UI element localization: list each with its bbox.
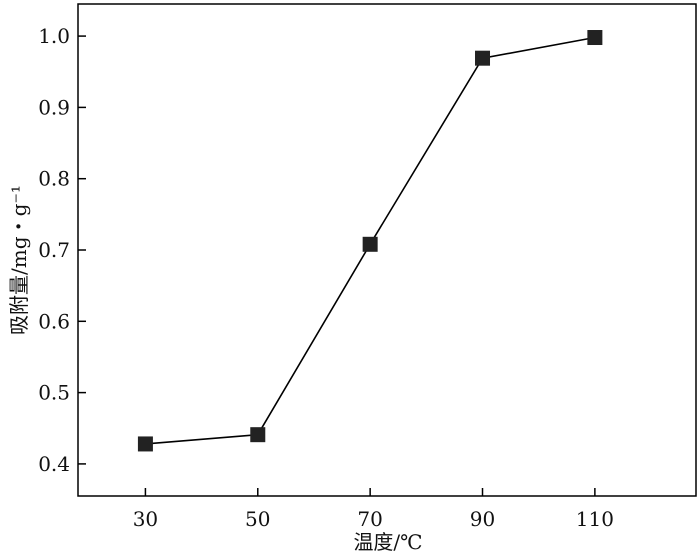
y-tick-label: 0.7 xyxy=(38,238,70,262)
y-tick-label: 0.8 xyxy=(38,167,70,191)
data-point-marker xyxy=(475,50,491,66)
data-point-marker xyxy=(250,427,266,443)
x-ticks: 30 50 70 90 110 xyxy=(133,488,614,531)
axes xyxy=(77,3,697,497)
data-point-marker xyxy=(587,30,603,46)
plot-frame xyxy=(77,3,697,497)
y-ticks: 0.4 0.5 0.6 0.7 0.8 0.9 1.0 xyxy=(38,24,86,476)
y-tick-label: 0.4 xyxy=(38,452,70,476)
x-tick-label: 110 xyxy=(576,507,614,531)
data-point-marker xyxy=(137,436,153,452)
data-point-marker xyxy=(362,236,378,252)
x-tick-label: 30 xyxy=(133,507,158,531)
x-axis-title: 温度/℃ xyxy=(353,530,422,554)
y-tick-label: 1.0 xyxy=(38,24,70,48)
x-tick-label: 90 xyxy=(470,507,495,531)
y-tick-label: 0.9 xyxy=(38,95,70,119)
y-axis-title: 吸附量/mg・g⁻¹ xyxy=(7,185,31,335)
y-tick-label: 0.5 xyxy=(38,381,70,405)
series-layer xyxy=(137,30,603,452)
x-tick-label: 50 xyxy=(245,507,270,531)
y-tick-label: 0.6 xyxy=(38,309,70,333)
x-tick-label: 70 xyxy=(357,507,382,531)
